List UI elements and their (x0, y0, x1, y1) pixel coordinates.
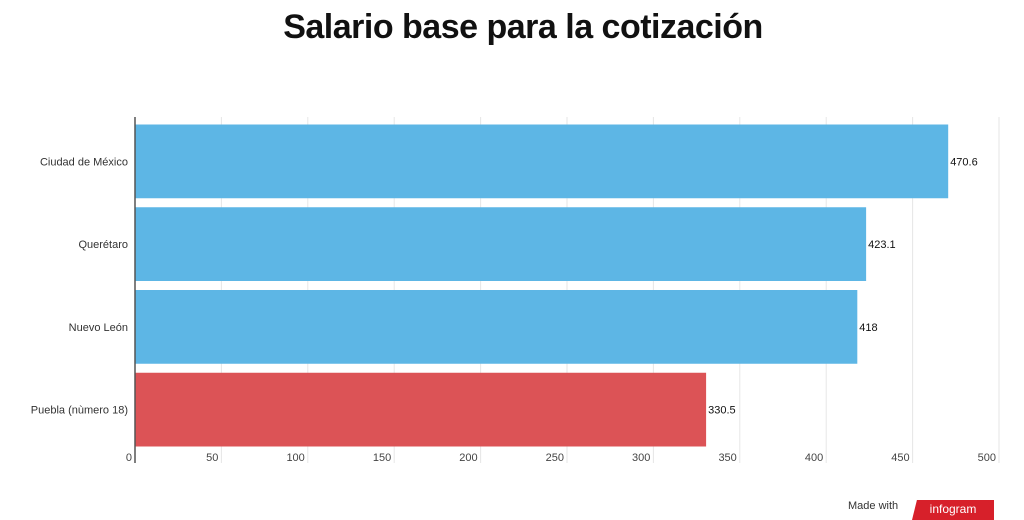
data-label: 470.6 (950, 156, 978, 168)
bar (135, 207, 867, 281)
bar (135, 372, 707, 447)
x-tick-label: 150 (373, 452, 391, 464)
data-label: 418 (859, 322, 877, 334)
x-tick-label: 500 (978, 452, 996, 464)
x-tick-label: 0 (126, 452, 132, 464)
data-label: 330.5 (708, 405, 736, 417)
chart-title: Salario base para la cotización (283, 8, 763, 46)
bar (135, 124, 949, 199)
x-tick-label: 350 (718, 452, 736, 464)
data-label: 423.1 (868, 239, 896, 251)
made-with-label: Made with (848, 500, 899, 512)
x-tick-label: 400 (805, 452, 823, 464)
x-tick-label: 300 (632, 452, 650, 464)
x-tick-label: 50 (206, 452, 218, 464)
category-label: Nuevo León (69, 322, 128, 334)
category-label: Puebla (nùmero 18) (31, 405, 128, 417)
infogram-logo[interactable]: infogram (912, 500, 994, 520)
x-tick-label: 450 (891, 452, 909, 464)
category-label: Querétaro (78, 239, 128, 251)
x-tick-label: 200 (459, 452, 477, 464)
x-tick-label: 100 (286, 452, 304, 464)
x-tick-label: 250 (546, 452, 564, 464)
category-label: Ciudad de México (40, 156, 128, 168)
bar (135, 290, 858, 364)
